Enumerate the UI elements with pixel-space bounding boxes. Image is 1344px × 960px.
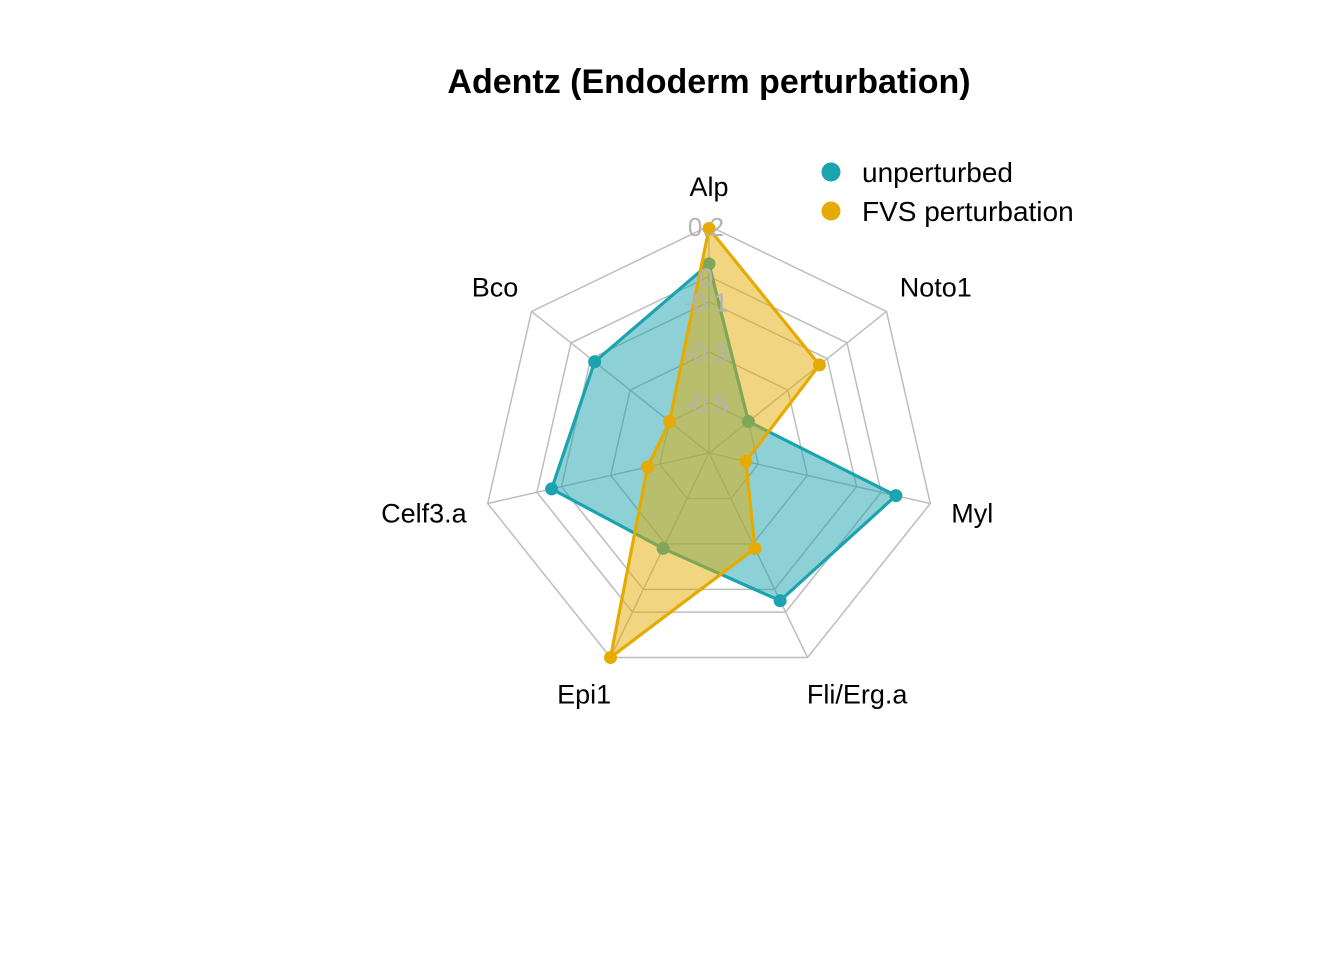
point-fvs-perturbation-alp — [702, 222, 716, 236]
point-fvs-perturbation-celf3-a — [641, 460, 655, 474]
grid-ring-4 — [536, 275, 882, 613]
tick-label: 0 — [699, 262, 713, 292]
grid-ring-3 — [560, 300, 858, 591]
axis-label-epi1: Epi1 — [557, 680, 611, 710]
point-unperturbed-bco — [588, 355, 602, 369]
legend: unperturbed FVS perturbation — [821, 157, 1074, 227]
radar-series — [545, 222, 903, 665]
tick-label: -0.5 — [684, 389, 729, 419]
axis-label-bco: Bco — [472, 273, 519, 303]
axis-label-noto1: Noto1 — [900, 273, 972, 303]
legend-label-fvs-perturbation: FVS perturbation — [862, 196, 1074, 227]
tick-label: 0.2 — [688, 212, 724, 242]
point-fvs-perturbation-bco — [663, 415, 677, 429]
axis-label-alp: Alp — [689, 172, 728, 202]
legend-marker-fvs-perturbation — [821, 201, 841, 221]
legend-label-unperturbed: unperturbed — [862, 157, 1013, 188]
legend-marker-unperturbed — [821, 162, 841, 182]
series-area-fvs-perturbation — [608, 226, 822, 660]
point-fvs-perturbation-fli-erg-a — [748, 541, 762, 555]
point-unperturbed-myl — [889, 489, 903, 503]
tick-label: -0.1 — [684, 288, 729, 318]
point-unperturbed-celf3-a — [545, 482, 559, 496]
series-fvs-perturbation — [604, 222, 826, 665]
point-fvs-perturbation-myl — [739, 454, 753, 468]
grid-ring-5 — [486, 225, 932, 659]
point-fvs-perturbation-noto1 — [812, 358, 826, 372]
point-unperturbed-fli-erg-a — [773, 594, 787, 608]
axis-label-celf3-a: Celf3.a — [381, 498, 468, 528]
axis-label-myl: Myl — [951, 498, 993, 528]
tick-label: -0.3 — [684, 338, 729, 368]
axis-label-fli-erg-a: Fli/Erg.a — [807, 680, 909, 710]
chart-title: Adentz (Endoderm perturbation) — [447, 63, 970, 101]
axis-labels: Alp Noto1 Myl Fli/Erg.a Epi1 Celf3.a Bco — [381, 172, 993, 710]
point-fvs-perturbation-epi1 — [604, 651, 618, 665]
radial-tick-labels: 0.2 0-0.1 -0.3 -0.5 — [684, 212, 729, 419]
